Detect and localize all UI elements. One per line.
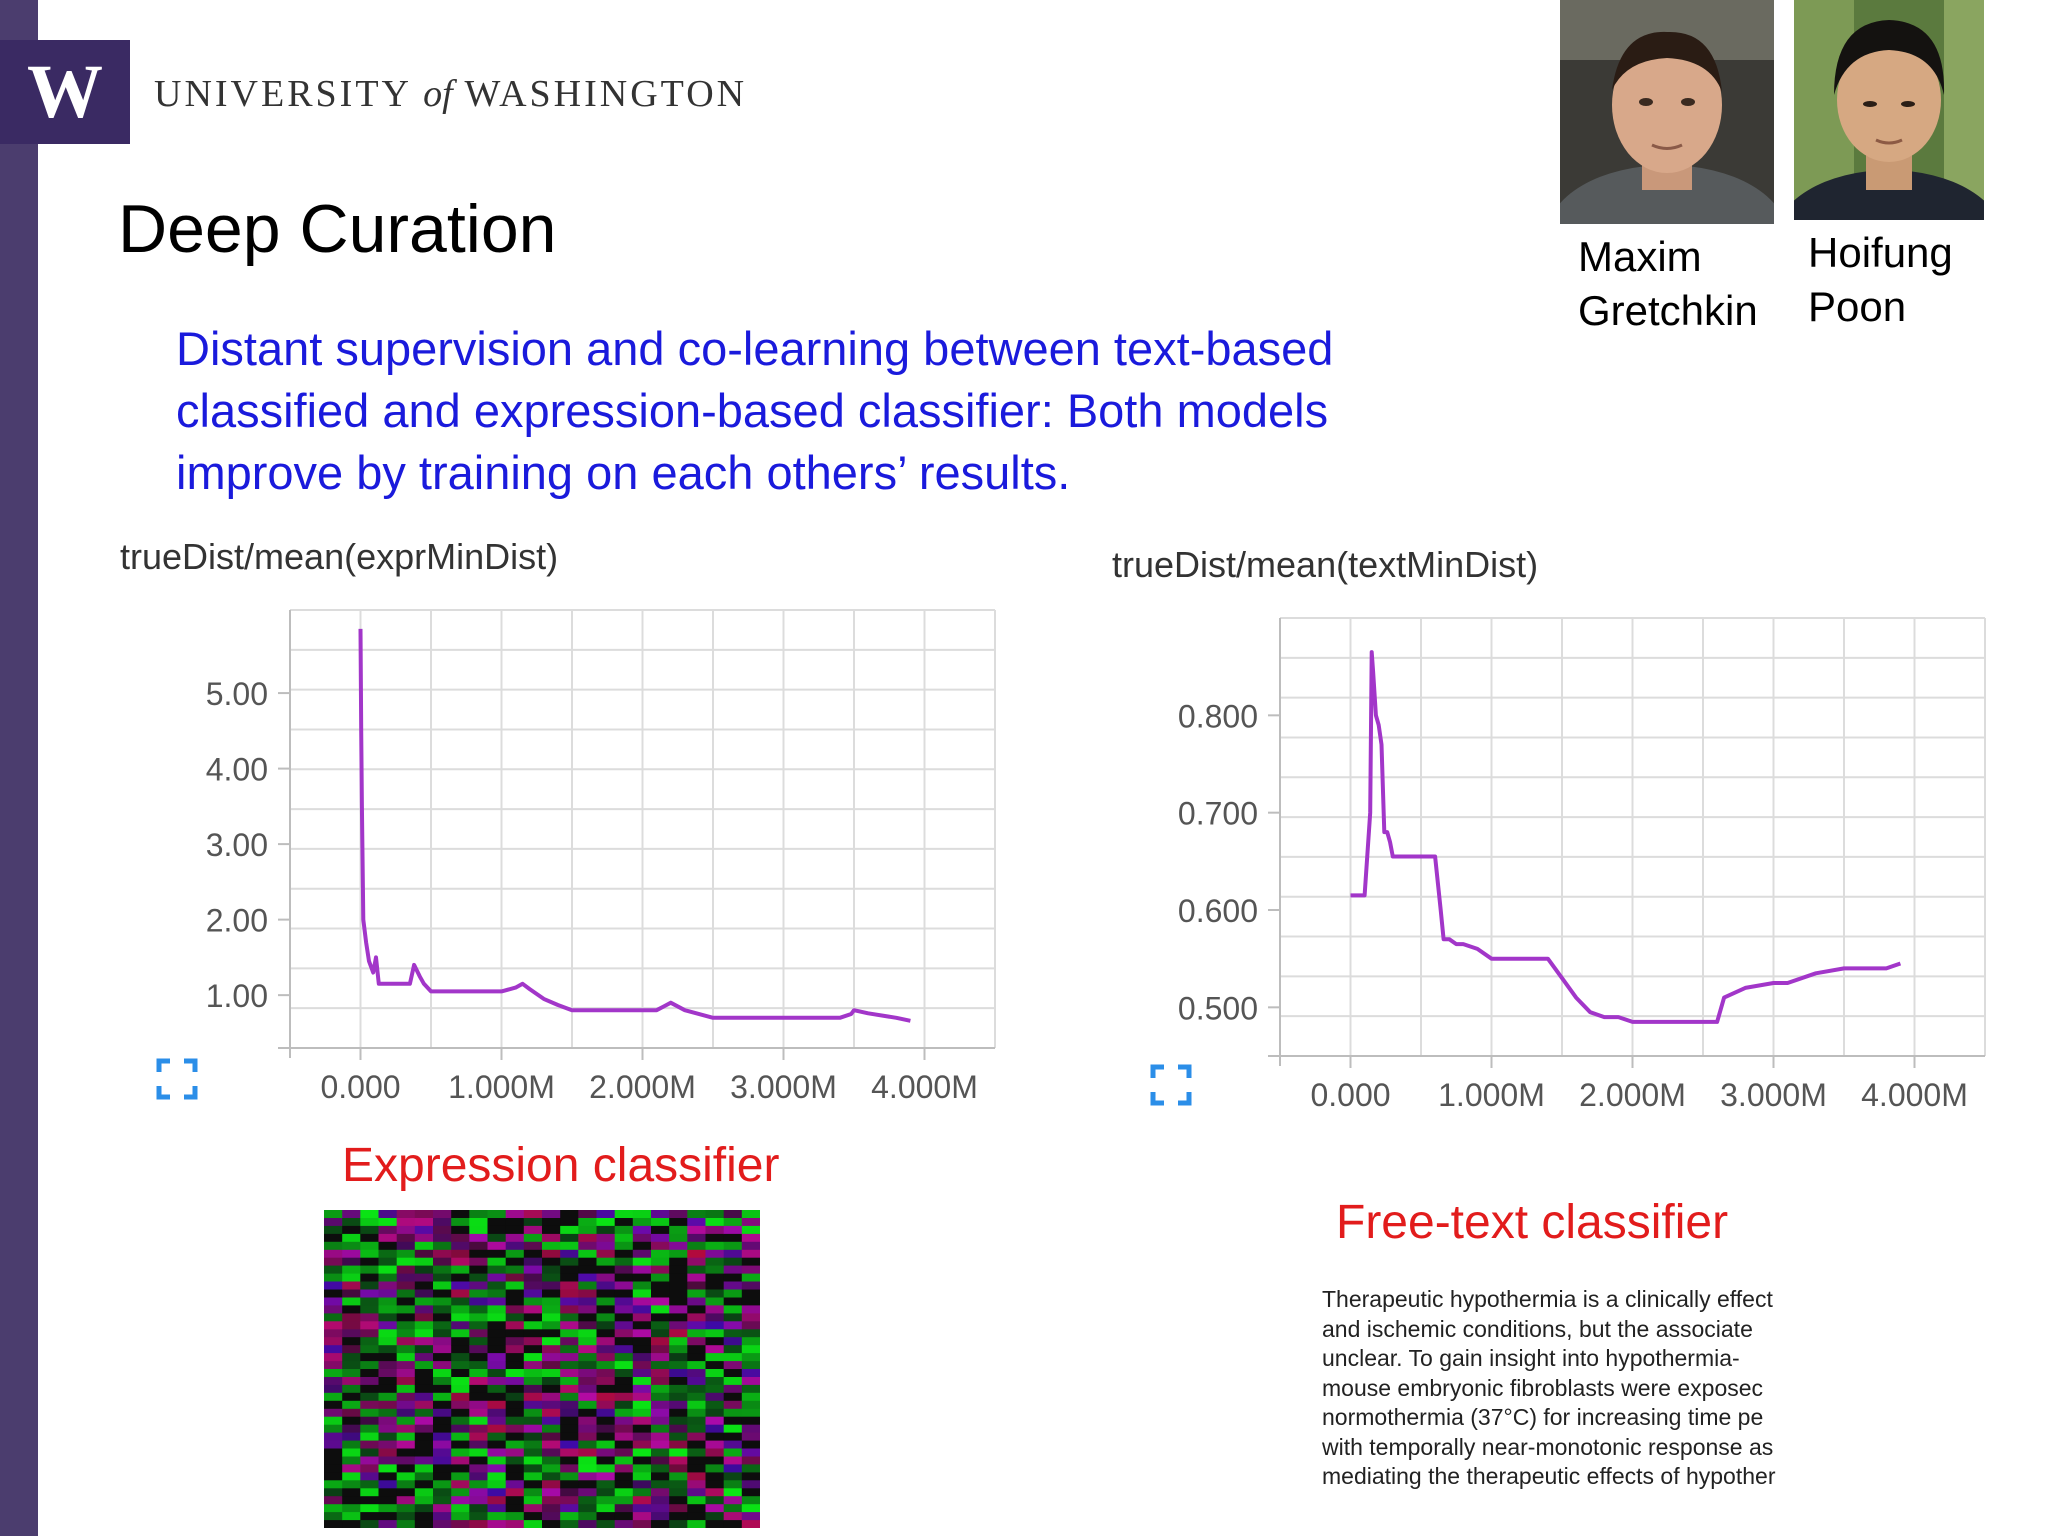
photo-maxim-gretchkin [1560,0,1774,224]
slide-subtitle: Distant supervision and co-learning betw… [176,322,1334,499]
logo-letter: W [27,50,103,134]
chart-text-min-dist: 0.500 0.600 0.700 0.800 0.000 1.000M 2.000M 3.0… [1178,617,1986,1113]
chart-title-text: trueDist/mean(textMinDist) [1112,544,1539,585]
snippet-line: with temporally near-monotonic response … [1322,1433,1774,1460]
y-tick-label: 1.00 [206,978,268,1014]
person-last-name: Gretchkin [1578,287,1758,334]
person-first-name: Hoifung [1808,229,1953,276]
x-tick-label: 1.000M [448,1069,555,1105]
x-tick-label: 1.000M [1438,1077,1545,1113]
caption-expression-classifier: Expression classifier [342,1139,780,1192]
caption-free-text-classifier: Free-text classifier [1336,1196,1729,1249]
y-tick-label: 3.00 [206,827,268,863]
snippet-line: unclear. To gain insight into hypothermi… [1322,1345,1740,1371]
fullscreen-expand-icon[interactable] [156,1058,198,1100]
snippet-line: normothermia (37°C) for increasing time … [1322,1404,1764,1430]
x-tick-label: 4.000M [1861,1077,1968,1113]
x-tick-label: 3.000M [730,1069,837,1105]
person-name-2: Hoifung Poon [1808,226,1953,334]
x-tick-label: 3.000M [1720,1077,1827,1113]
snippet-line: mouse embryonic fibroblasts were exposec [1322,1374,1764,1401]
snippet-line: and ischemic conditions, but the associa… [1322,1315,1753,1342]
university-name-pre: UNIVERSITY [154,73,424,115]
y-tick-label: 0.600 [1178,893,1258,929]
y-tick-label: 5.00 [206,676,268,712]
slide-title: Deep Curation [118,191,557,267]
expression-heatmap-image [324,1210,760,1528]
person-name-1: Maxim Gretchkin [1578,230,1758,338]
snippet-line: Therapeutic hypothermia is a clinically … [1322,1286,1773,1312]
x-tick-label: 0.000 [320,1069,400,1105]
x-tick-label: 2.000M [589,1069,696,1105]
chart-expr-min-dist: 1.00 2.00 3.00 4.00 5.00 0.000 1.000M 2.000M 3.0… [206,609,996,1105]
x-tick-label: 2.000M [1579,1077,1686,1113]
university-name-post: WASHINGTON [452,73,748,115]
snippet-line: mediating the therapeutic effects of hyp… [1322,1463,1776,1489]
chart-title-expr: trueDist/mean(exprMinDist) [120,536,559,577]
series-line [1350,650,1902,1024]
y-tick-label: 0.700 [1178,796,1258,832]
photo-hoifung-poon [1794,0,1984,220]
y-tick-label: 4.00 [206,752,268,788]
fullscreen-expand-icon[interactable] [1150,1064,1192,1106]
y-tick-label: 0.500 [1178,990,1258,1026]
x-tick-label: 4.000M [871,1069,978,1105]
person-first-name: Maxim [1578,233,1702,280]
university-name: UNIVERSITY of WASHINGTON [154,72,747,116]
uw-logo: W [0,40,130,144]
y-tick-label: 0.800 [1178,698,1258,734]
sidebar-accent-bar [0,0,38,1536]
person-last-name: Poon [1808,283,1907,330]
series-line [358,628,911,1023]
university-name-of: of [423,73,453,115]
x-tick-label: 0.000 [1310,1077,1390,1113]
free-text-snippet: Therapeutic hypothermia is a clinically … [1322,1285,1862,1505]
y-tick-label: 2.00 [206,903,268,939]
